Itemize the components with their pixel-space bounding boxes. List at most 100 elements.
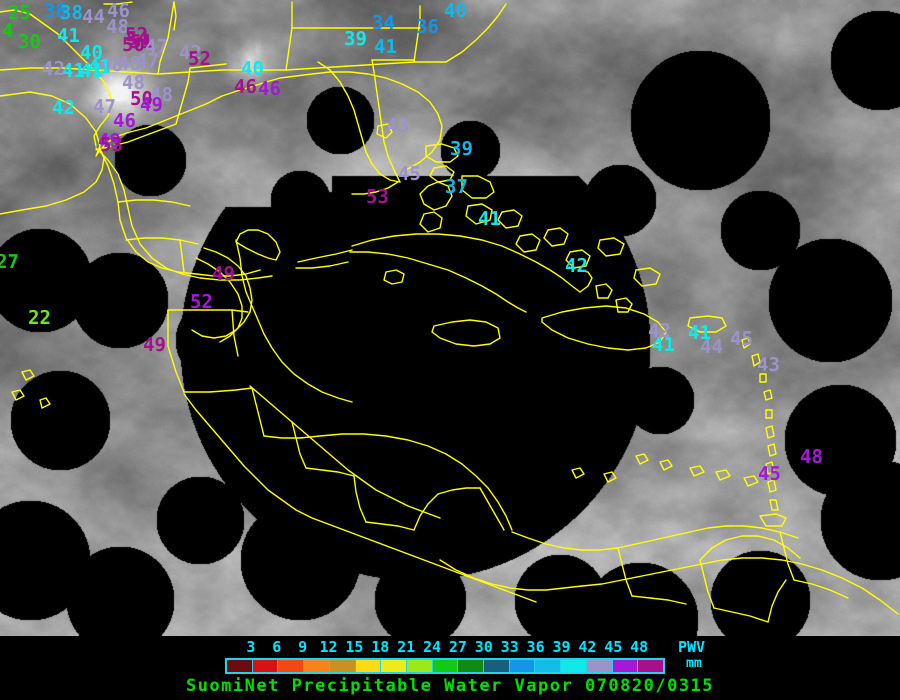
- pwv-station-value: 51: [130, 31, 153, 53]
- colorbar-tick: 39: [552, 638, 571, 656]
- colorbar-segment: [278, 660, 305, 672]
- colorbar-segment: [638, 660, 663, 672]
- colorbar-tick: 3: [246, 638, 256, 656]
- colorbar-tick: 15: [345, 638, 364, 656]
- colorbar-segment: [227, 660, 253, 672]
- colorbar-segment: [458, 660, 485, 672]
- colorbar-segment: [535, 660, 562, 672]
- colorbar-legend: 3 6 9 12 15 18 21 24 27 30 33 36 39 42 45 48 PWV mm Suo…: [0, 636, 900, 700]
- pwv-units-label: mm: [686, 656, 702, 671]
- colorbar-tick: 24: [423, 638, 442, 656]
- pwv-station-value: 46: [107, 0, 130, 22]
- colorbar-segment: [432, 660, 459, 672]
- pwv-station-value: 41: [374, 36, 397, 58]
- pwv-station-value: 41: [688, 322, 711, 344]
- water-vapor-imagery-canvas: [0, 0, 900, 636]
- colorbar-segment: [252, 660, 279, 672]
- pwv-station-value: 42: [648, 320, 671, 342]
- pwv-station-value: 48: [800, 446, 823, 468]
- colorbar-segment: [406, 660, 433, 672]
- pwv-station-value: 39: [344, 28, 367, 50]
- pwv-station-value: 46: [113, 110, 136, 132]
- pwv-station-value: 41: [652, 334, 675, 356]
- pwv-station-value: 36: [416, 16, 439, 38]
- coastline-paths: [0, 1, 899, 623]
- pwv-station-value: 44: [82, 6, 105, 28]
- colorbar-segment: [612, 660, 639, 672]
- colorbar-tick: 42: [578, 638, 597, 656]
- pwv-station-value: 48: [150, 84, 173, 106]
- pwv-station-value: 41: [62, 60, 85, 82]
- colorbar-tick: 12: [319, 638, 338, 656]
- pwv-station-value: 42: [52, 97, 75, 119]
- pwv-station-value: 41: [57, 25, 80, 47]
- colorbar-tick: 9: [298, 638, 308, 656]
- pwv-station-value: 43: [386, 115, 409, 137]
- colorbar-segment: [509, 660, 536, 672]
- pwv-station-value: 40: [80, 42, 103, 64]
- pwv-station-value: 48: [106, 16, 129, 38]
- pwv-station-value: 30: [18, 31, 41, 53]
- pwv-station-value: 49: [140, 94, 163, 116]
- pwv-station-value: 46: [258, 78, 281, 100]
- pwv-station-value: 40: [241, 58, 264, 80]
- pwv-station-value: 47: [93, 96, 116, 118]
- pwv-station-value: 49: [143, 334, 166, 356]
- pwv-station-value: 47: [136, 50, 159, 72]
- pwv-station-value: 49: [98, 130, 121, 152]
- colorbar-segment: [586, 660, 613, 672]
- colorbar-tick: 18: [371, 638, 390, 656]
- pwv-station-value: 45: [758, 463, 781, 485]
- colorbar-segment: [355, 660, 382, 672]
- pwv-station-value: 41: [80, 60, 103, 82]
- pwv-station-value: 37: [445, 176, 468, 198]
- pwv-station-value: 40: [444, 0, 467, 22]
- pwv-station-value: 27: [0, 251, 19, 273]
- colorbar-segment: [484, 660, 510, 672]
- pwv-station-value: 34: [372, 12, 395, 34]
- coastline-overlay: [0, 1, 899, 623]
- pwv-station-value: 46: [234, 76, 257, 98]
- pwv-station-value: 49: [212, 263, 235, 285]
- colorbar-tick: 6: [272, 638, 282, 656]
- colorbar-segment: [561, 660, 587, 672]
- pwv-station-value: 38: [60, 2, 83, 24]
- pwv-station-value: 45: [730, 328, 753, 350]
- pwv-station-value: 22: [28, 307, 51, 329]
- pwv-station-value: 41: [88, 56, 111, 78]
- pwv-station-value: 41: [478, 208, 501, 230]
- colorbar-tick: 33: [500, 638, 519, 656]
- pwv-station-value: 50: [130, 88, 153, 110]
- colorbar-tick: 48: [630, 638, 649, 656]
- pwv-station-value: 54: [126, 28, 149, 50]
- colorbar-segment: [329, 660, 356, 672]
- satellite-water-vapor-image: 25 4 30 38 38 44 41 42 41 41 40 46 48 52 50 51 54 47 48 47 4…: [0, 0, 900, 636]
- pwv-station-value: 48: [118, 53, 141, 75]
- pwv-station-value: 43: [757, 354, 780, 376]
- pwv-station-value: 53: [100, 134, 123, 156]
- pwv-station-value: 52: [188, 48, 211, 70]
- pwv-station-value: 25: [8, 2, 31, 24]
- pwv-station-value: 39: [450, 138, 473, 160]
- colorbar-tick: 21: [397, 638, 416, 656]
- color-scale-bar: [225, 658, 665, 674]
- pwv-station-value: 44: [700, 336, 723, 358]
- colorbar-tick: 30: [474, 638, 493, 656]
- pwv-station-value: 45: [398, 163, 421, 185]
- pwv-station-value: 42: [179, 42, 202, 64]
- colorbar-segment: [304, 660, 330, 672]
- colorbar-segment: [381, 660, 407, 672]
- pwv-station-value: 4: [2, 20, 14, 42]
- pwv-station-value: 47: [145, 36, 168, 58]
- pwv-station-value: 48: [100, 54, 123, 76]
- pwv-station-value: 52: [125, 24, 148, 46]
- colorbar-tick: 27: [448, 638, 467, 656]
- colorbar-tick: 45: [604, 638, 623, 656]
- pwv-station-value: 42: [42, 58, 65, 80]
- colorbar-tick: 36: [526, 638, 545, 656]
- product-title: SuomiNet Precipitable Water Vapor 070820…: [185, 676, 715, 696]
- pwv-station-value: 38: [44, 0, 67, 22]
- pwv-station-value: 53: [366, 186, 389, 208]
- pwv-station-value: 50: [122, 34, 145, 56]
